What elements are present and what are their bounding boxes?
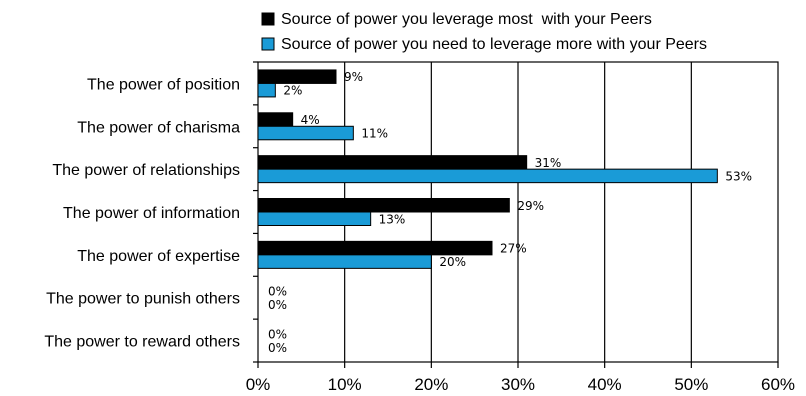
value-label: 2% [283, 84, 302, 98]
legend-label: Source of power you leverage most with y… [281, 11, 652, 28]
x-tick-label: 60% [761, 375, 795, 394]
category-label: The power of relationships [52, 162, 240, 179]
x-tick-label: 30% [501, 375, 535, 394]
bar-series-1 [257, 240, 493, 256]
legend: Source of power you leverage most with y… [261, 11, 707, 53]
category-labels: The power of position The power of charis… [44, 76, 240, 350]
x-tick-label: 20% [414, 375, 448, 394]
value-label: 29% [517, 199, 544, 213]
x-tick-label: 50% [674, 375, 708, 394]
bars [257, 69, 718, 269]
bar-series-2 [257, 254, 432, 269]
category-label: The power of charisma [77, 119, 240, 136]
value-label: 0% [268, 327, 287, 341]
bar-series-1 [257, 198, 510, 213]
x-tick-label: 40% [588, 375, 622, 394]
category-label: The power of information [63, 205, 240, 222]
value-label: 0% [268, 341, 287, 355]
legend-swatch [261, 12, 275, 26]
value-labels: 9%2%4%11%31%53%29%13%27%20%0%0%0%0% [268, 70, 752, 355]
category-label: The power of position [87, 76, 240, 93]
category-label: The power of expertise [77, 248, 240, 265]
value-label: 13% [379, 212, 406, 226]
x-tick-labels: 0% 10% 20% 30% 40% 50% 60% [246, 375, 795, 394]
value-label: 31% [535, 156, 562, 170]
value-label: 0% [268, 284, 287, 298]
value-label: 27% [500, 242, 527, 256]
bar-series-1 [257, 155, 528, 170]
legend-label: Source of power you need to leverage mor… [281, 36, 707, 53]
value-label: 20% [439, 255, 466, 269]
value-label: 9% [344, 70, 363, 84]
x-tick-label: 10% [328, 375, 362, 394]
bar-series-1 [257, 69, 337, 84]
category-label: The power to reward others [44, 334, 240, 351]
grid [253, 61, 779, 368]
bar-series-1 [257, 112, 294, 127]
category-label: The power to punish others [46, 291, 240, 308]
value-label: 4% [301, 113, 320, 127]
value-label: 53% [725, 169, 752, 183]
value-label: 11% [361, 127, 388, 141]
legend-swatch [261, 37, 275, 51]
value-label: 0% [268, 298, 287, 312]
bar-series-2 [257, 168, 718, 184]
x-tick-label: 0% [246, 375, 271, 394]
bar-series-2 [257, 211, 372, 226]
bar-series-2 [257, 125, 354, 141]
bar-series-2 [257, 82, 276, 98]
